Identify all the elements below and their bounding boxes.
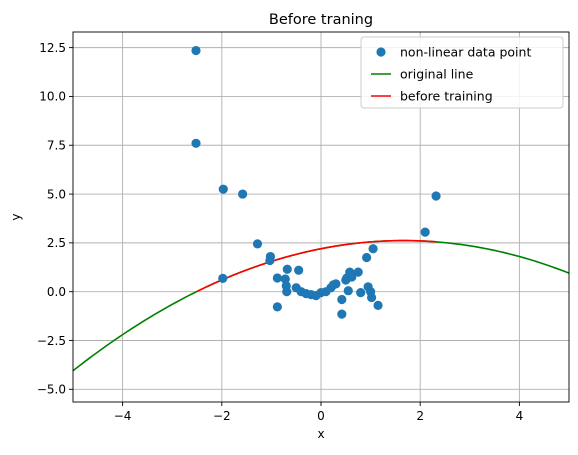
y-axis-label: y (9, 213, 23, 220)
legend-label: original line (400, 67, 474, 82)
data-point (353, 267, 363, 277)
data-point (343, 286, 353, 296)
x-tick-label: −4 (114, 409, 132, 423)
legend-label: non-linear data point (400, 45, 531, 60)
data-point (282, 287, 292, 297)
data-point (218, 273, 228, 284)
data-point (431, 191, 441, 201)
x-tick-label: 0 (317, 409, 325, 423)
y-tick-label: 10.0 (39, 90, 66, 104)
y-tick-label: 2.5 (47, 236, 66, 250)
y-tick-label: −5.0 (37, 383, 66, 397)
data-point (337, 309, 347, 319)
x-tick-label: 2 (416, 409, 424, 423)
series-line-2 (196, 239, 437, 293)
data-point (265, 255, 275, 266)
data-point (218, 184, 228, 194)
data-point (373, 300, 383, 310)
data-point (420, 227, 430, 237)
data-point (191, 45, 201, 56)
y-axis-ticks: −5.0 −2.5 0.0 2.5 5.0 7.5 10.0 12.5 (37, 41, 73, 397)
x-tick-label: 4 (516, 409, 524, 423)
scatter-points (191, 45, 441, 319)
data-point (280, 274, 290, 284)
data-point (272, 302, 282, 312)
data-point (294, 265, 304, 275)
y-tick-label: 12.5 (39, 41, 66, 55)
y-tick-label: 5.0 (47, 187, 66, 201)
data-point (238, 189, 248, 199)
series-lines (72, 239, 570, 372)
data-point (331, 279, 341, 289)
x-axis-ticks: −4 −2 0 2 4 (114, 402, 523, 423)
legend: non-linear data point original line before… (360, 36, 564, 109)
data-point (368, 244, 378, 254)
data-point (356, 288, 366, 298)
y-tick-label: −2.5 (37, 334, 66, 348)
y-tick-label: 0.0 (47, 285, 66, 299)
data-point (272, 273, 282, 283)
chart-title: Before traning (269, 12, 373, 28)
data-point (282, 264, 292, 274)
legend-box (360, 36, 564, 109)
data-point (337, 294, 347, 305)
x-axis-label: x (317, 427, 324, 441)
x-tick-label: −2 (213, 409, 231, 423)
legend-marker-scatter (376, 47, 386, 57)
data-point (191, 138, 201, 148)
y-tick-label: 7.5 (47, 139, 66, 153)
data-point (362, 252, 372, 263)
data-point (366, 292, 377, 303)
data-point (252, 239, 263, 249)
grid (73, 32, 569, 402)
data-point (347, 272, 357, 282)
legend-label: before training (400, 89, 493, 104)
